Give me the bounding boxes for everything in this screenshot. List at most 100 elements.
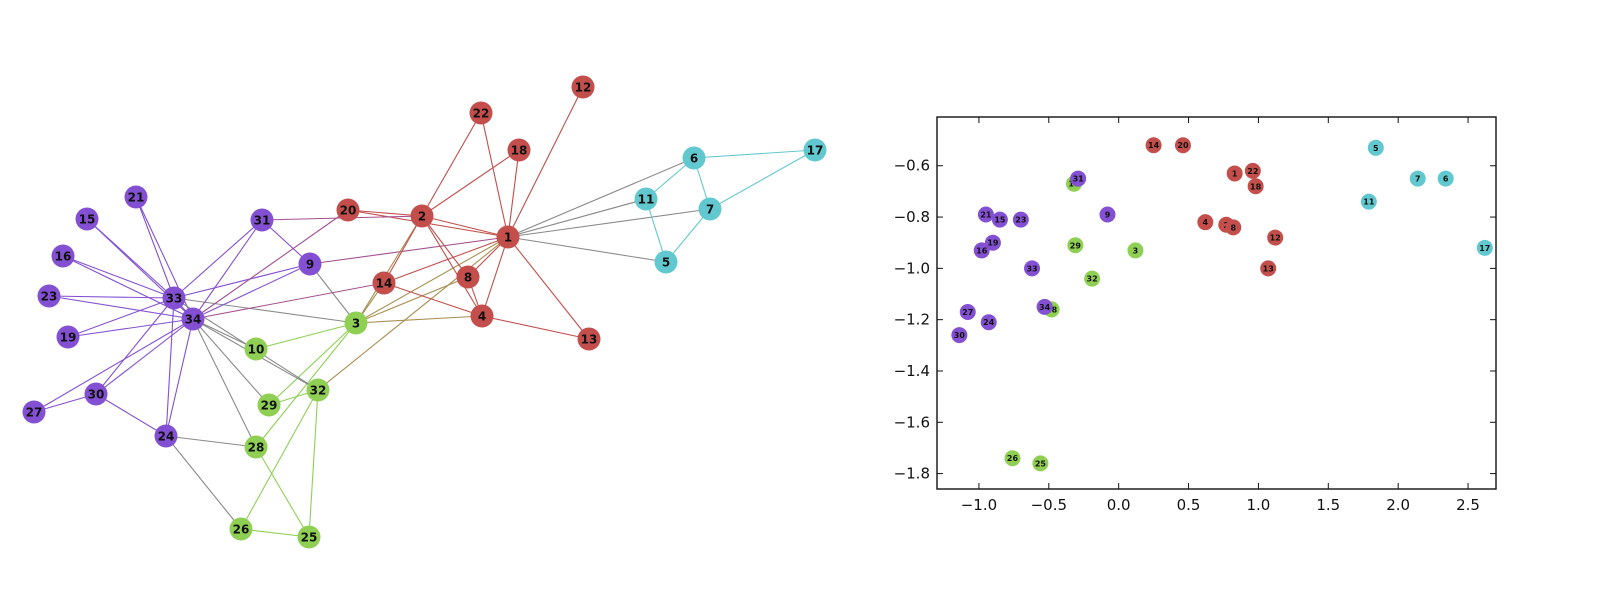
graph-node-25: 25 [297, 525, 321, 549]
graph-node-label: 31 [254, 214, 271, 228]
scatter-point-30: 30 [951, 327, 968, 344]
graph-node-28: 28 [244, 435, 268, 459]
network-graph: 123 4567891011121314151617181920212223242… [22, 75, 827, 549]
scatter-point-label: 23 [1015, 216, 1026, 225]
scatter-point-33: 33 [1024, 260, 1041, 277]
edge-14-34 [192, 282, 385, 320]
graph-node-circle [577, 327, 601, 351]
scatter-point-18: 18 [1247, 178, 1264, 195]
edge-1-11 [507, 198, 647, 238]
graph-nodes: 123 4567891011121314151617181920212223242… [22, 75, 827, 549]
scatter-point-21: 21 [977, 206, 994, 223]
graph-node-circle [75, 207, 99, 231]
edge-1-22 [480, 112, 509, 238]
edge-24-26 [165, 435, 242, 530]
graph-node-label: 5 [662, 256, 670, 270]
scatter-point-label: 7 [1415, 175, 1421, 184]
graph-node-label: 1 [504, 231, 512, 245]
edge-25-32 [308, 389, 319, 538]
edge-2-4 [421, 215, 483, 317]
graph-node-29: 29 [257, 393, 281, 417]
scatter-point-label: 13 [1263, 264, 1274, 273]
y-tick-label: −1.8 [894, 465, 930, 483]
edge-2-22 [421, 112, 482, 217]
graph-node-label: 24 [158, 430, 175, 444]
scatter-point-label: 8 [1230, 223, 1236, 232]
graph-node-circle [344, 311, 368, 335]
graph-node-label: 11 [638, 193, 655, 207]
scatter-point-label: 19 [987, 239, 999, 248]
scatter-point-marker [973, 242, 990, 259]
scatter-point-marker [1260, 260, 1277, 277]
graph-node-8: 8 [456, 265, 480, 289]
scatter-point-4: 4 [1197, 214, 1214, 231]
y-axis: −0.6 −0.8 −1.0 −1.2 −1.4 −1.6 −1.8 [894, 157, 1496, 483]
edge-27-34 [33, 318, 194, 413]
edge-1-3 [355, 236, 509, 324]
graph-node-label: 12 [575, 81, 592, 95]
graph-node-label: 9 [306, 258, 314, 272]
graph-node-label: 33 [166, 292, 183, 306]
scatter-point-marker [1070, 170, 1087, 187]
scatter-point-label: 34 [1039, 303, 1051, 312]
graph-node-16: 16 [51, 244, 75, 268]
graph-node-34: 34 [181, 307, 205, 331]
edge-30-34 [95, 318, 194, 395]
edge-24-30 [95, 393, 167, 437]
x-tick-label: −0.5 [1031, 496, 1067, 514]
scatter-point-9: 9 [1099, 206, 1116, 223]
edge-4-14 [383, 282, 483, 317]
graph-node-circle [298, 252, 322, 276]
graph-node-label: 4 [478, 310, 486, 324]
scatter-point-marker [1012, 211, 1029, 228]
graph-node-circle [162, 286, 186, 310]
graph-node-circle [654, 250, 678, 274]
graph-node-circle [410, 204, 434, 228]
edge-1-5 [507, 236, 667, 263]
scatter-point-label: 14 [1148, 141, 1160, 150]
graph-node-label: 32 [310, 384, 327, 398]
graph-node-circle [229, 517, 253, 541]
scatter-point-marker [1084, 270, 1101, 287]
graph-node-3: 3 [344, 311, 368, 335]
graph-node-circle [306, 378, 330, 402]
scatter-point-marker [1360, 193, 1377, 210]
scatter-point-marker [991, 211, 1008, 228]
graph-node-21: 21 [124, 185, 148, 209]
graph-node-circle [507, 138, 531, 162]
scatter-point-label: 15 [994, 216, 1006, 225]
graph-node-circle [571, 75, 595, 99]
scatter-point-marker [1476, 239, 1493, 256]
scatter-point-marker [1024, 260, 1041, 277]
scatter-point-marker [984, 234, 1001, 251]
graph-node-circle [469, 101, 493, 125]
y-tick-label: −1.2 [894, 311, 930, 329]
scatter-point-marker [1197, 214, 1214, 231]
graph-node-circle [56, 325, 80, 349]
scatter-point-11: 11 [1360, 193, 1377, 210]
edge-2-8 [421, 215, 469, 278]
edge-1-4 [481, 236, 509, 317]
scatter-point-5: 5 [1367, 139, 1384, 156]
scatter-point-label: 29 [1070, 241, 1082, 250]
scatter-point-label: 18 [1250, 182, 1262, 191]
scatter-point-label: 32 [1087, 275, 1098, 284]
scatter-point-13: 13 [1260, 260, 1277, 277]
x-tick-label: 1.5 [1316, 496, 1340, 514]
scatter-point-32: 32 [1084, 270, 1101, 287]
scatter-point-label: 31 [1073, 175, 1085, 184]
scatter-point-31: 31 [1070, 170, 1087, 187]
graph-node-label: 29 [261, 399, 278, 413]
edge-19-34 [67, 318, 194, 338]
scatter-point-marker [1226, 165, 1243, 182]
graph-node-33: 33 [162, 286, 186, 310]
graph-node-label: 17 [807, 144, 824, 158]
scatter-point-marker [1225, 219, 1242, 236]
scatter-point-8: 8 [1225, 219, 1242, 236]
graph-node-label: 27 [26, 406, 43, 420]
edge-1-6 [507, 157, 695, 238]
scatter-point-marker [1032, 455, 1049, 472]
graph-node-31: 31 [250, 208, 274, 232]
scatter-point-17: 17 [1476, 239, 1493, 256]
graph-node-circle [698, 197, 722, 221]
